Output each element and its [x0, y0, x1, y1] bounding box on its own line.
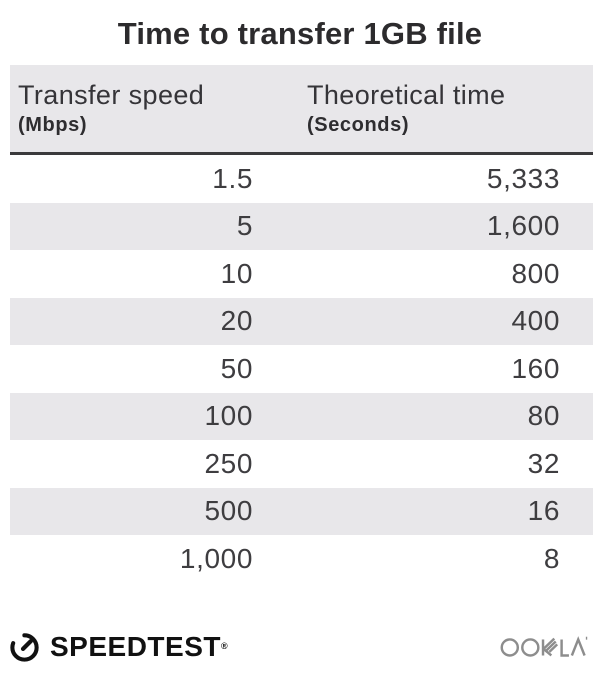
speed-value: 50 [220, 352, 253, 384]
speedtest-wordmark: SPEEDTEST [50, 630, 221, 662]
speed-value: 20 [220, 305, 253, 337]
registered-trademark-mark: ® [220, 641, 228, 651]
footer: SPEEDTEST ® [8, 628, 588, 664]
table-row: 500 16 [10, 487, 593, 535]
table-row: 100 80 [10, 392, 593, 440]
time-value: 400 [511, 305, 560, 337]
speedtest-logo: SPEEDTEST ® [8, 630, 228, 663]
column-header-transfer-speed: Transfer speed (Mbps) [10, 65, 255, 152]
table-row: 50 160 [10, 345, 593, 393]
speed-value: 500 [204, 495, 253, 527]
column-label: Theoretical time [307, 80, 506, 110]
ookla-logo [500, 633, 588, 660]
table-row: 1,000 8 [10, 535, 593, 583]
gauge-icon [8, 630, 41, 663]
column-unit: (Mbps) [18, 114, 88, 136]
time-value: 160 [511, 352, 560, 384]
table-row: 250 32 [10, 440, 593, 488]
time-value: 1,600 [486, 210, 560, 242]
speed-value: 100 [204, 400, 253, 432]
speed-value: 250 [204, 447, 253, 479]
table-row: 20 400 [10, 297, 593, 345]
speed-value: 10 [220, 257, 253, 289]
speed-value: 1,000 [179, 542, 253, 574]
header-divider-line [10, 152, 593, 155]
table-body: 1.5 5,333 5 1,600 10 800 20 400 50 160 100 80 250 32 5… [10, 155, 593, 583]
transfer-time-table: Transfer speed (Mbps) Theoretical time (… [10, 65, 593, 583]
time-value: 32 [527, 447, 560, 479]
column-label: Transfer speed [18, 80, 205, 110]
table-row: 10 800 [10, 250, 593, 298]
time-value: 80 [527, 400, 560, 432]
speed-value: 1.5 [212, 162, 253, 194]
column-unit: (Seconds) [307, 114, 410, 136]
column-header-theoretical-time: Theoretical time (Seconds) [255, 65, 593, 152]
speed-value: 5 [236, 210, 253, 242]
page-title: Time to transfer 1GB file [117, 16, 483, 51]
time-value: 5,333 [486, 162, 560, 194]
time-value: 16 [527, 495, 560, 527]
table-row: 5 1,600 [10, 202, 593, 250]
table-row: 1.5 5,333 [10, 155, 593, 203]
time-value: 800 [511, 257, 560, 289]
table-header-row: Transfer speed (Mbps) Theoretical time (… [10, 65, 593, 152]
time-value: 8 [543, 542, 560, 574]
